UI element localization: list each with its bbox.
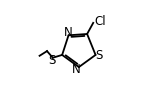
Text: N: N (64, 26, 72, 39)
Text: S: S (96, 49, 103, 62)
Text: S: S (49, 54, 56, 67)
Text: N: N (72, 63, 81, 76)
Text: Cl: Cl (94, 15, 106, 28)
